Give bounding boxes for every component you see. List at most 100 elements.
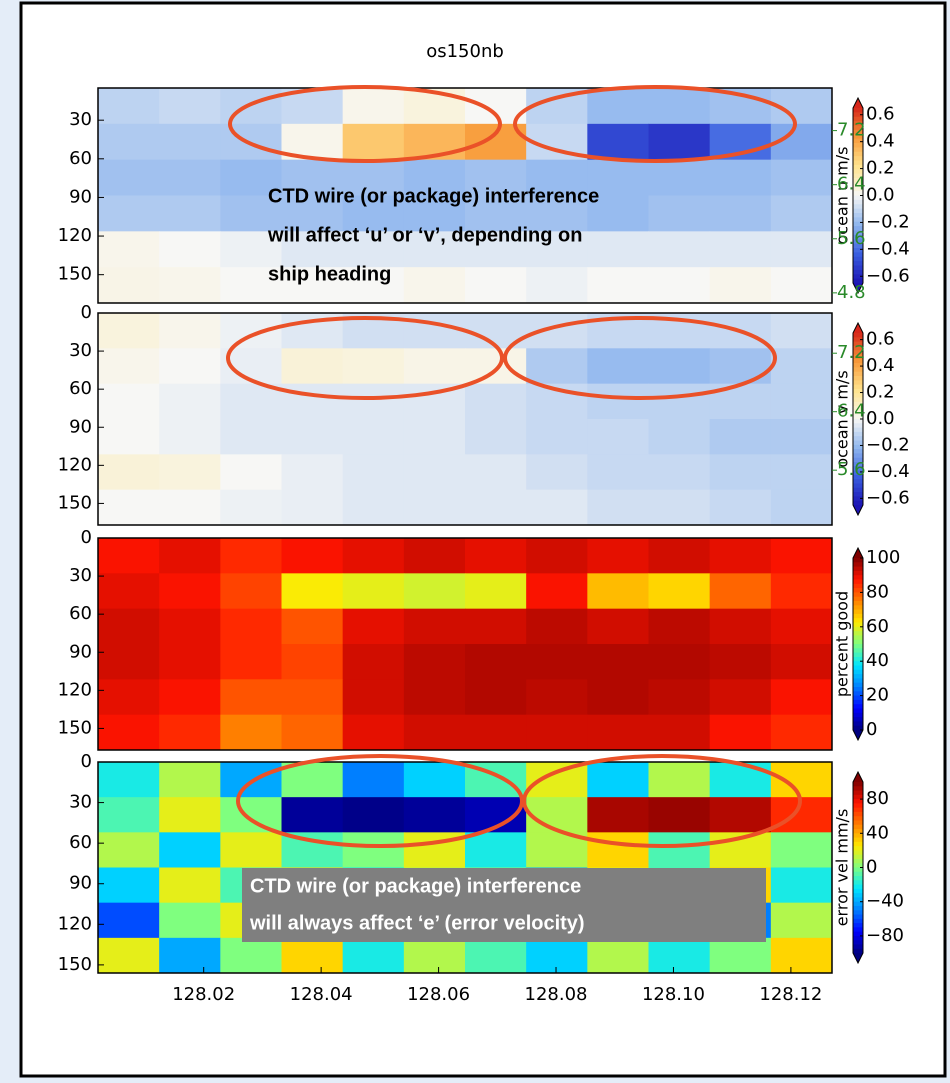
y-tick-label: 60 xyxy=(69,378,92,399)
heat-cell xyxy=(403,608,466,645)
colorbar-segment xyxy=(853,704,863,709)
heat-cell xyxy=(281,454,344,491)
colorbar-segment xyxy=(853,208,863,214)
colorbar-tick-label: −0.6 xyxy=(866,265,910,286)
colorbar-segment xyxy=(853,265,863,271)
colorbar-segment xyxy=(853,699,863,705)
colorbar-segment xyxy=(853,479,863,484)
heat-cell xyxy=(98,762,160,798)
y-tick-label: 30 xyxy=(69,565,92,586)
colorbar-segment xyxy=(853,333,863,338)
heat-cell xyxy=(220,937,282,974)
colorbar-segment xyxy=(853,474,863,480)
heat-cell xyxy=(709,679,772,716)
colorbar-segment xyxy=(853,274,863,280)
colorbar-segment xyxy=(853,799,863,804)
heat-cell xyxy=(465,383,527,420)
heat-cell xyxy=(220,679,282,716)
colorbar-segment xyxy=(853,500,863,506)
y-tick-label: 90 xyxy=(69,186,92,207)
colorbar-segment xyxy=(853,406,863,411)
heat-cell xyxy=(648,123,711,161)
heat-cell xyxy=(770,489,833,526)
heat-cell xyxy=(587,267,649,304)
heat-cell xyxy=(770,608,833,645)
heat-cell xyxy=(342,573,405,610)
heat-cell xyxy=(98,608,160,645)
heat-cell xyxy=(220,644,282,680)
heat-cell xyxy=(98,867,160,904)
heat-cell xyxy=(770,644,833,680)
heat-cell xyxy=(98,383,160,420)
colorbar-segment xyxy=(853,605,863,611)
colorbar-tick-label: 0.4 xyxy=(866,355,895,376)
heat-cell xyxy=(159,538,221,574)
heat-cell xyxy=(98,714,160,751)
colorbar-segment xyxy=(853,116,863,122)
heat-cell xyxy=(98,348,160,385)
colorbar-tick-label: 0.6 xyxy=(866,104,895,125)
y-tick-label: 0 xyxy=(81,751,92,772)
heat-cell xyxy=(526,489,588,526)
colorbar-tick-label: 100 xyxy=(866,547,900,568)
colorbar-segment xyxy=(853,803,863,809)
heat-cell xyxy=(159,159,221,196)
heat-cell xyxy=(587,454,649,491)
colorbar-segment xyxy=(853,583,863,589)
annotation-line: CTD wire (or package) interference xyxy=(268,185,599,207)
plot-frame xyxy=(97,761,833,974)
colorbar-label: error vel mm/s xyxy=(833,809,852,927)
colorbar-tick-label: 0.6 xyxy=(866,329,895,350)
heat-cell xyxy=(342,454,405,491)
colorbar-segment xyxy=(853,440,863,446)
colorbar-segment xyxy=(853,230,863,236)
y-tick-label: 90 xyxy=(69,416,92,437)
colorbar-segment xyxy=(853,436,863,441)
heat-cell xyxy=(709,937,772,974)
heat-cell xyxy=(648,679,711,716)
colorbar-segment xyxy=(853,824,863,830)
heat-cell xyxy=(281,383,344,420)
colorbar-segment xyxy=(853,923,863,928)
heat-cell xyxy=(709,762,772,798)
colorbar-segment xyxy=(853,648,863,654)
heat-cell xyxy=(342,419,405,455)
heat-cell xyxy=(403,714,466,751)
colorbar-segment xyxy=(853,858,863,864)
colorbar-segment xyxy=(853,239,863,245)
heat-cell xyxy=(526,644,588,680)
heat-cell xyxy=(403,159,466,196)
heat-cell xyxy=(159,573,221,610)
colorbar-segment xyxy=(853,596,863,602)
heat-cell xyxy=(281,573,344,610)
heat-cell xyxy=(587,88,649,125)
colorbar-segment xyxy=(853,888,863,894)
heat-cell xyxy=(281,762,344,798)
plot-frame xyxy=(97,87,833,304)
heat-cell xyxy=(465,679,527,716)
heat-cell xyxy=(648,454,711,491)
colorbar-segment xyxy=(853,345,863,351)
heat-cell xyxy=(465,573,527,610)
colorbar-segment xyxy=(853,695,863,701)
colorbar-segment xyxy=(853,169,863,175)
colorbar-segment xyxy=(853,613,863,619)
heat-cell xyxy=(281,348,344,385)
colorbar-segment xyxy=(853,138,863,144)
y-tick-label: 0 xyxy=(81,527,92,548)
heat-cell xyxy=(587,714,649,751)
colorbar-frame xyxy=(852,321,864,517)
colorbar-segment xyxy=(853,914,863,920)
colorbar-segment xyxy=(853,367,863,373)
heat-cell xyxy=(159,608,221,645)
colorbar-segment xyxy=(853,820,863,826)
heat-cell xyxy=(465,608,527,645)
heat-cell xyxy=(709,608,772,645)
heat-cell xyxy=(648,608,711,645)
colorbar-segment xyxy=(853,691,863,697)
colorbar-segment xyxy=(853,687,863,692)
colorbar-segment xyxy=(853,226,863,231)
colorbar-segment xyxy=(853,905,863,911)
colorbar-segment xyxy=(853,397,863,403)
